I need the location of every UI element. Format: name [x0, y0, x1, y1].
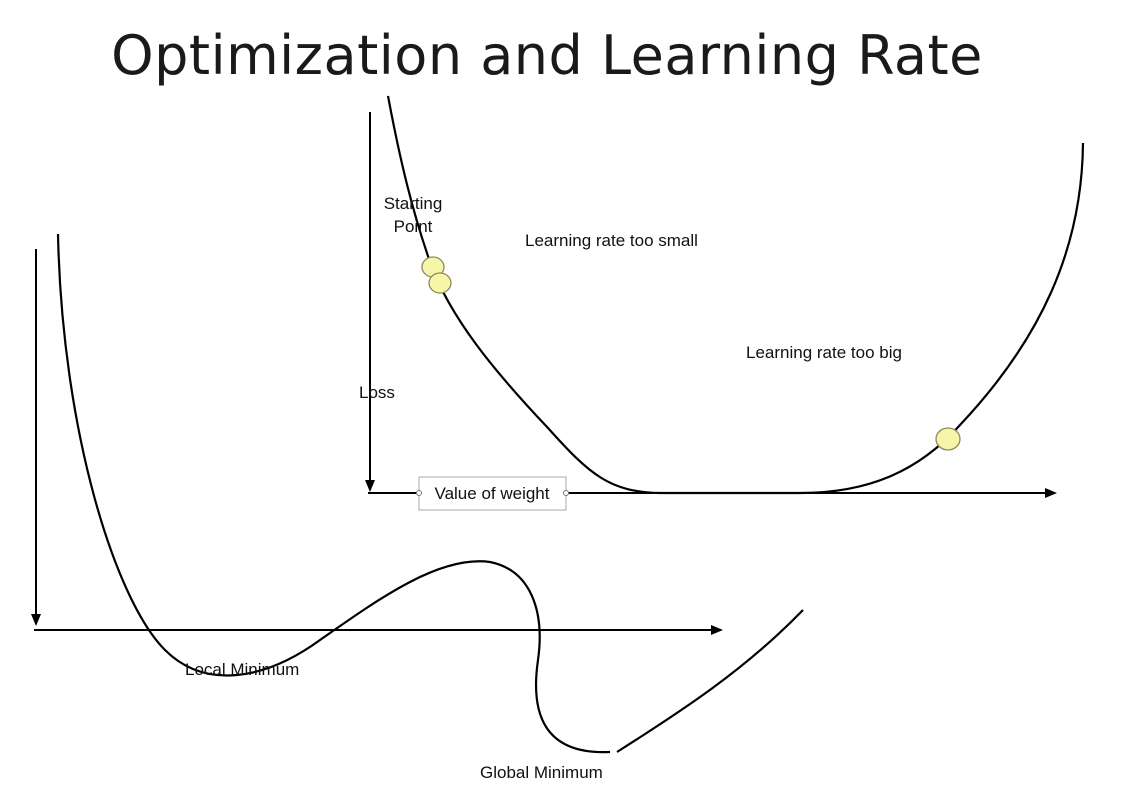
value-of-weight-box-handle-right [563, 490, 569, 496]
learning-rate-small-label: Learning rate too small [525, 231, 698, 250]
big-step-point-marker [935, 427, 961, 451]
learning-rate-big-label: Learning rate too big [746, 343, 902, 362]
loss-curve [386, 95, 1085, 495]
starting-point-label-line2: Point [394, 217, 433, 236]
value-of-weight-box-handle-left [416, 490, 422, 496]
starting-point-label-line1: Starting [384, 194, 443, 213]
non-convex-loss-curve-right-branch [616, 609, 804, 753]
local-minimum-label: Local Minimum [185, 660, 299, 679]
non-convex-loss-curve [56, 233, 611, 754]
global-minimum-label: Global Minimum [480, 763, 603, 782]
loss-axis-label: Loss [359, 383, 395, 402]
slide-title: Optimization and Learning Rate [111, 24, 983, 87]
value-of-weight-label: Value of weight [435, 484, 550, 503]
small-step-point-marker [428, 272, 452, 294]
